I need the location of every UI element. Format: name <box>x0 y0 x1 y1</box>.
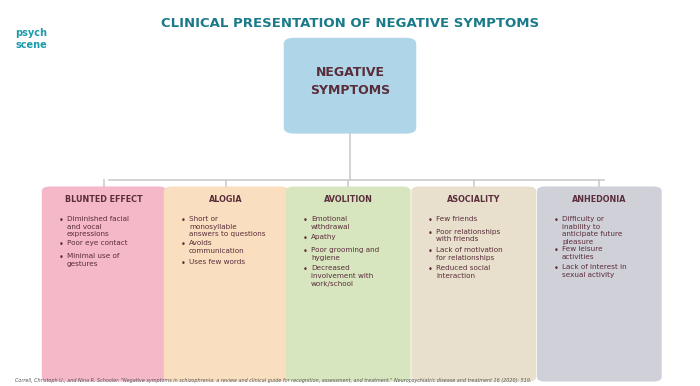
Text: Apathy: Apathy <box>311 234 337 240</box>
Text: Poor eye contact: Poor eye contact <box>67 240 127 246</box>
Text: •: • <box>302 266 307 274</box>
Text: Reduced social
interaction: Reduced social interaction <box>437 266 491 279</box>
Text: Emotional
withdrawal: Emotional withdrawal <box>311 216 351 230</box>
FancyBboxPatch shape <box>284 38 416 134</box>
Text: AVOLITION: AVOLITION <box>324 195 372 204</box>
Text: NEGATIVE
SYMPTOMS: NEGATIVE SYMPTOMS <box>310 66 390 97</box>
Text: •: • <box>181 216 186 225</box>
Text: •: • <box>428 229 433 238</box>
Text: •: • <box>554 216 559 225</box>
Text: Uses few words: Uses few words <box>189 259 245 264</box>
Text: ASOCIALITY: ASOCIALITY <box>447 195 500 204</box>
Text: Decreased
involvement with
work/school: Decreased involvement with work/school <box>311 266 373 287</box>
Text: Avoids
communication: Avoids communication <box>189 240 244 254</box>
Text: Diminished facial
and vocal
expressions: Diminished facial and vocal expressions <box>67 216 129 237</box>
Text: •: • <box>554 246 559 255</box>
Text: ALOGIA: ALOGIA <box>209 195 243 204</box>
Text: •: • <box>428 266 433 274</box>
FancyBboxPatch shape <box>42 186 167 381</box>
Text: •: • <box>554 264 559 273</box>
FancyBboxPatch shape <box>412 186 536 381</box>
Text: •: • <box>59 216 64 225</box>
Text: •: • <box>59 253 64 262</box>
Text: psych
scene: psych scene <box>15 28 48 50</box>
FancyBboxPatch shape <box>164 186 288 381</box>
Text: •: • <box>59 240 64 249</box>
Text: Poor grooming and
hygiene: Poor grooming and hygiene <box>311 247 379 261</box>
Text: Short or
monosyllable
answers to questions: Short or monosyllable answers to questio… <box>189 216 265 237</box>
Text: •: • <box>428 247 433 256</box>
Text: ANHEDONIA: ANHEDONIA <box>572 195 626 204</box>
Text: Few leisure
activities: Few leisure activities <box>562 246 603 260</box>
Text: Difficulty or
inability to
anticipate future
pleasure: Difficulty or inability to anticipate fu… <box>562 216 622 245</box>
Text: •: • <box>181 240 186 249</box>
FancyBboxPatch shape <box>286 186 411 381</box>
Text: Poor relationships
with friends: Poor relationships with friends <box>437 229 500 242</box>
Text: •: • <box>302 234 307 244</box>
Text: •: • <box>302 247 307 256</box>
Text: •: • <box>181 259 186 267</box>
Text: •: • <box>428 216 433 225</box>
Text: •: • <box>302 216 307 225</box>
Text: Lack of interest in
sexual activity: Lack of interest in sexual activity <box>562 264 626 278</box>
Text: Minimal use of
gestures: Minimal use of gestures <box>67 253 119 266</box>
Text: Lack of motivation
for relationships: Lack of motivation for relationships <box>437 247 503 261</box>
Text: Few friends: Few friends <box>437 216 477 222</box>
Text: Correll, Christoph U., and Nina R. Schooler. "Negative symptoms in schizophrenia: Correll, Christoph U., and Nina R. Schoo… <box>15 378 532 383</box>
FancyBboxPatch shape <box>537 186 661 381</box>
Text: BLUNTED EFFECT: BLUNTED EFFECT <box>65 195 143 204</box>
Text: CLINICAL PRESENTATION OF NEGATIVE SYMPTOMS: CLINICAL PRESENTATION OF NEGATIVE SYMPTO… <box>161 17 539 30</box>
